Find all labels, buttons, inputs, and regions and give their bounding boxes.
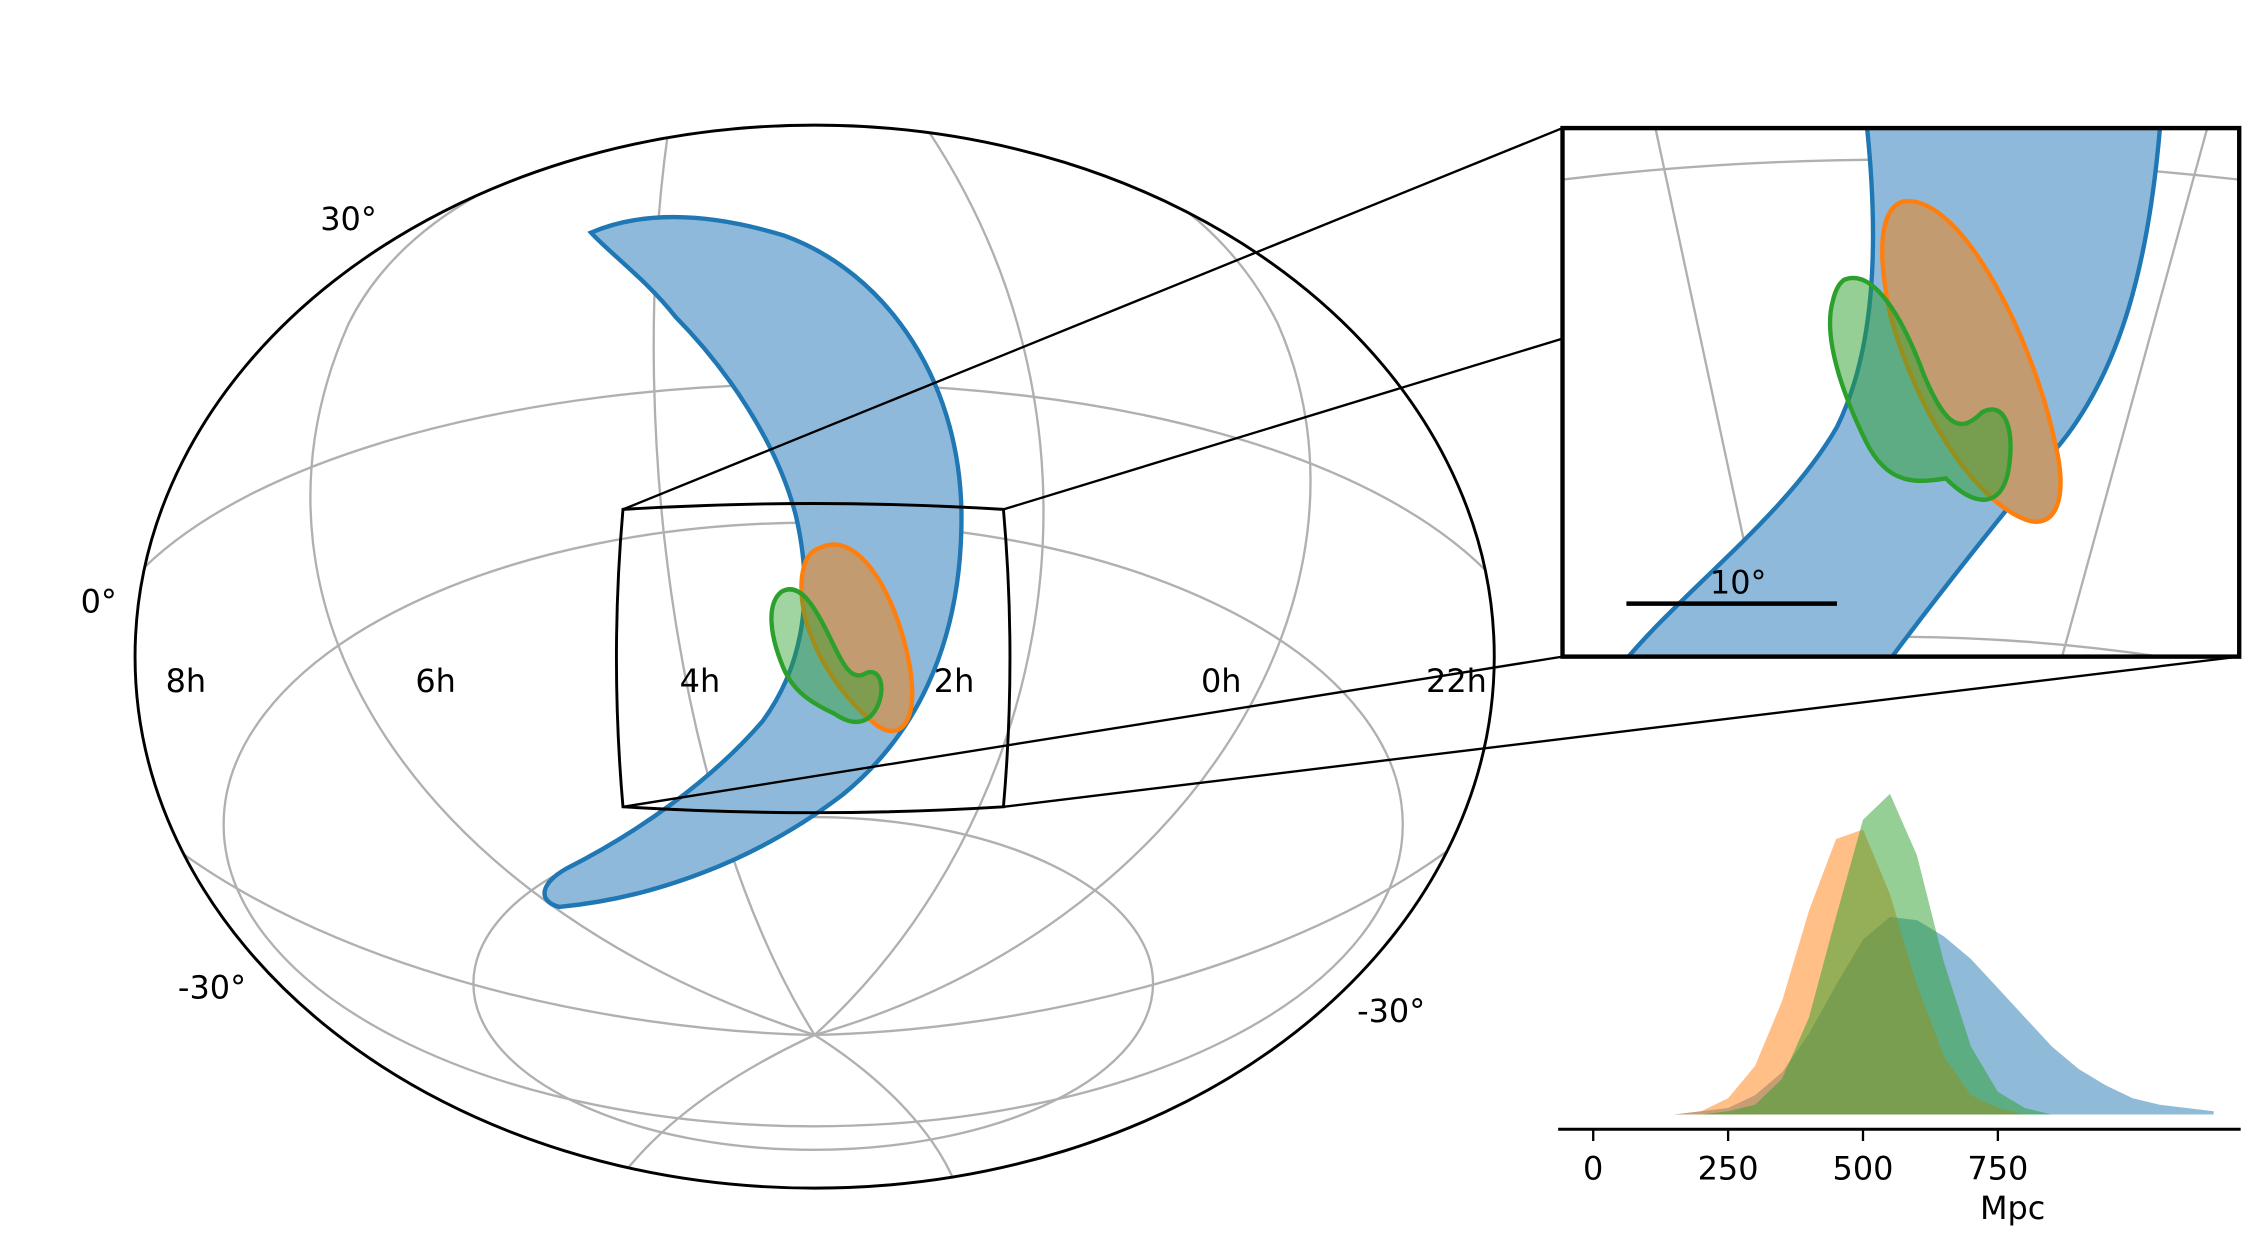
ra-label: 8h bbox=[166, 662, 207, 700]
inset-content bbox=[1562, 128, 2240, 657]
dec-label: 0° bbox=[81, 582, 117, 620]
inset-frame bbox=[1560, 125, 2242, 659]
ra-label: 4h bbox=[680, 662, 721, 700]
dec-label: 30° bbox=[320, 200, 377, 238]
x-tick-label: 750 bbox=[1967, 1149, 2028, 1187]
distance-area bbox=[1593, 793, 2214, 1115]
credible-region bbox=[769, 587, 884, 725]
ra-label: 6h bbox=[415, 662, 456, 700]
sky-map bbox=[133, 123, 2240, 1190]
x-tick-label: 250 bbox=[1698, 1149, 1759, 1187]
ra-label: 0h bbox=[1201, 662, 1242, 700]
credible-region bbox=[1880, 199, 2063, 524]
meridian bbox=[144, 823, 815, 1037]
zoom-line bbox=[622, 655, 1563, 808]
x-tick-label: 500 bbox=[1833, 1149, 1894, 1187]
zoom-line bbox=[1003, 655, 2240, 808]
credible-region bbox=[542, 214, 964, 910]
x-axis-label: Mpc bbox=[1980, 1189, 2045, 1227]
credible-region bbox=[1827, 275, 2013, 502]
inset: 10° bbox=[1560, 125, 2242, 659]
sky-frame bbox=[133, 123, 1496, 1190]
meridian bbox=[2060, 128, 2209, 657]
meridian bbox=[814, 1033, 960, 1189]
scale-label: 10° bbox=[1710, 563, 1767, 601]
meridian bbox=[813, 131, 1045, 1036]
meridian bbox=[814, 823, 1482, 1037]
ra-label: 2h bbox=[934, 662, 975, 700]
ra-label: 22h bbox=[1426, 662, 1487, 700]
dec-label: -30° bbox=[1357, 992, 1425, 1030]
credible-region bbox=[799, 542, 915, 734]
zoom-line bbox=[1003, 337, 1563, 511]
dec-label: -30° bbox=[178, 968, 246, 1006]
zoom-line bbox=[622, 126, 1563, 511]
x-tick-label: 0 bbox=[1583, 1149, 1603, 1187]
